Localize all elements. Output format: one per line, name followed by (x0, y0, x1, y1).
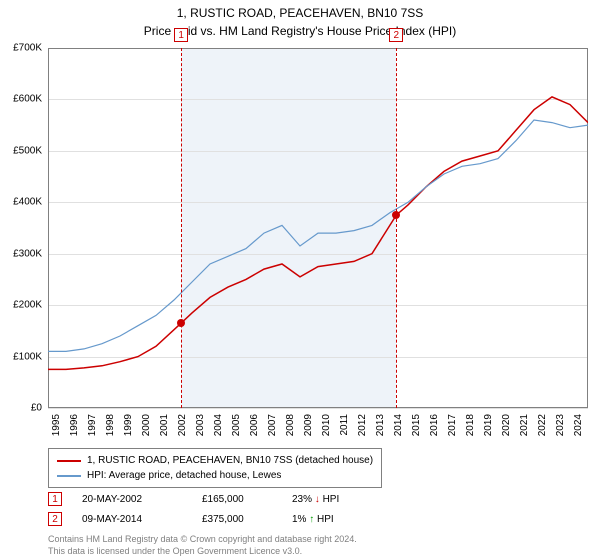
y-tick-label: £400K (13, 197, 42, 208)
sale-price: £375,000 (202, 514, 272, 525)
legend: 1, RUSTIC ROAD, PEACEHAVEN, BN10 7SS (de… (48, 448, 382, 488)
sale-marker-badge: 1 (48, 492, 62, 506)
footer-line-2: This data is licensed under the Open Gov… (48, 546, 302, 558)
y-tick-label: £700K (13, 43, 42, 54)
x-tick-label: 2013 (375, 414, 386, 436)
y-tick-label: £600K (13, 94, 42, 105)
x-tick-label: 2018 (465, 414, 476, 436)
x-tick-label: 2005 (231, 414, 242, 436)
legend-label: 1, RUSTIC ROAD, PEACEHAVEN, BN10 7SS (de… (87, 453, 373, 468)
x-tick-label: 2016 (429, 414, 440, 436)
sale-row: 1 20-MAY-2002 £165,000 23% ↓ HPI (48, 492, 372, 506)
x-tick-label: 1999 (123, 414, 134, 436)
x-tick-label: 2010 (321, 414, 332, 436)
chart-marker-badge: 1 (174, 28, 188, 42)
x-tick-label: 2004 (213, 414, 224, 436)
x-tick-label: 2020 (501, 414, 512, 436)
y-tick-label: £100K (13, 351, 42, 362)
x-tick-label: 2009 (303, 414, 314, 436)
line-series (48, 48, 588, 408)
sale-date: 09-MAY-2014 (82, 514, 182, 525)
x-tick-label: 2012 (357, 414, 368, 436)
x-tick-label: 2021 (519, 414, 530, 436)
x-tick-label: 1995 (51, 414, 62, 436)
sale-diff: 23% ↓ HPI (292, 494, 372, 505)
y-tick-label: £200K (13, 300, 42, 311)
x-tick-label: 2002 (177, 414, 188, 436)
x-tick-label: 1996 (69, 414, 80, 436)
legend-label: HPI: Average price, detached house, Lewe… (87, 468, 281, 483)
y-tick-label: £300K (13, 248, 42, 259)
sale-price: £165,000 (202, 494, 272, 505)
x-tick-label: 1998 (105, 414, 116, 436)
sale-diff: 1% ↑ HPI (292, 514, 372, 525)
x-tick-label: 2019 (483, 414, 494, 436)
diff-arrow-icon: ↓ (315, 494, 320, 505)
title-line-2: Price paid vs. HM Land Registry's House … (0, 22, 600, 38)
chart-area: 12 £0£100K£200K£300K£400K£500K£600K£700K… (48, 48, 588, 408)
x-tick-label: 2007 (267, 414, 278, 436)
sale-marker-badge: 2 (48, 512, 62, 526)
x-tick-label: 2003 (195, 414, 206, 436)
x-tick-label: 2022 (537, 414, 548, 436)
x-tick-label: 2017 (447, 414, 458, 436)
y-tick-label: £500K (13, 145, 42, 156)
x-tick-label: 2000 (141, 414, 152, 436)
x-tick-label: 1997 (87, 414, 98, 436)
x-tick-label: 2006 (249, 414, 260, 436)
title-line-1: 1, RUSTIC ROAD, PEACEHAVEN, BN10 7SS (0, 0, 600, 22)
x-tick-label: 2014 (393, 414, 404, 436)
sale-date: 20-MAY-2002 (82, 494, 182, 505)
x-tick-label: 2008 (285, 414, 296, 436)
price-dot (177, 319, 185, 327)
legend-swatch (57, 460, 81, 462)
y-tick-label: £0 (31, 403, 42, 414)
legend-item: HPI: Average price, detached house, Lewe… (57, 468, 373, 483)
footer-line-1: Contains HM Land Registry data © Crown c… (48, 534, 357, 546)
sale-row: 2 09-MAY-2014 £375,000 1% ↑ HPI (48, 512, 372, 526)
diff-arrow-icon: ↑ (309, 514, 314, 525)
chart-marker-badge: 2 (389, 28, 403, 42)
chart-container: 1, RUSTIC ROAD, PEACEHAVEN, BN10 7SS Pri… (0, 0, 600, 560)
legend-item: 1, RUSTIC ROAD, PEACEHAVEN, BN10 7SS (de… (57, 453, 373, 468)
price-dot (392, 211, 400, 219)
legend-swatch (57, 475, 81, 477)
x-tick-label: 2011 (339, 414, 350, 436)
x-tick-label: 2001 (159, 414, 170, 436)
x-tick-label: 2015 (411, 414, 422, 436)
x-tick-label: 2023 (555, 414, 566, 436)
x-tick-label: 2024 (573, 414, 584, 436)
